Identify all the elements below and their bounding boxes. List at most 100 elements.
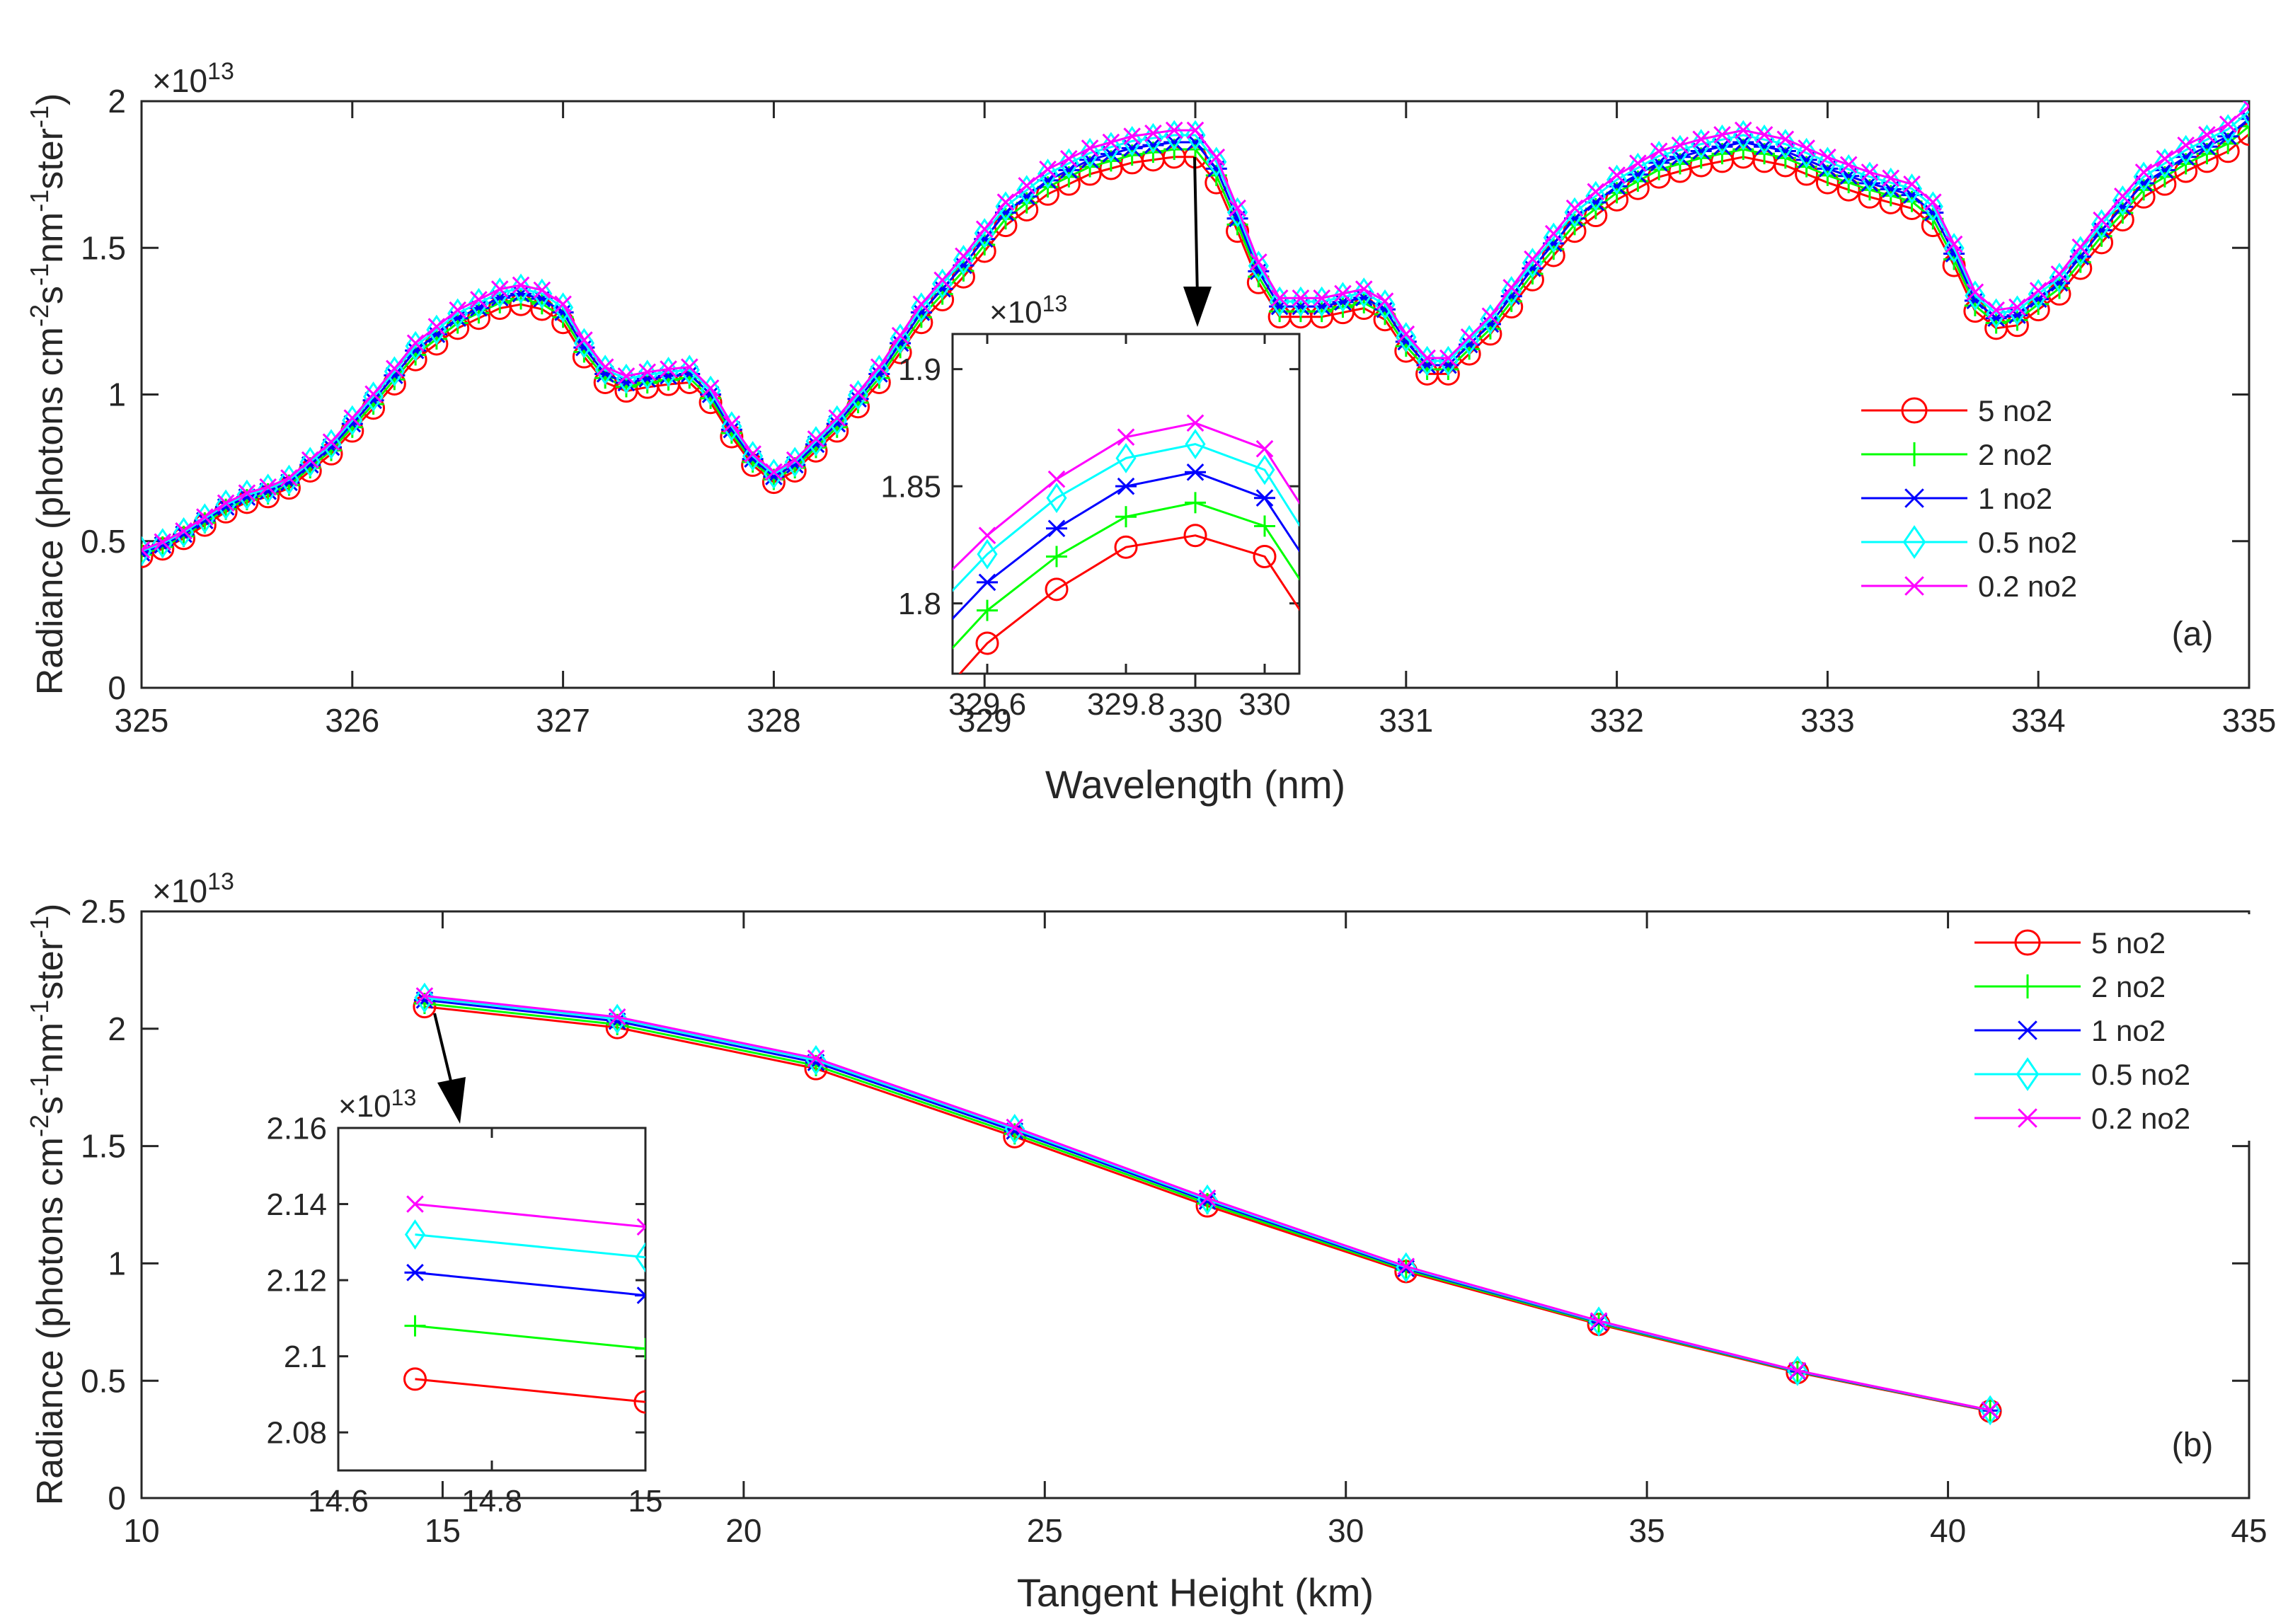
panel-a-point xyxy=(2050,265,2069,283)
panel-b-inset-series-1 xyxy=(403,1367,645,1414)
panel-a-point xyxy=(1775,129,1796,160)
panel-a-point xyxy=(1416,358,1438,380)
panel-a-inset-point xyxy=(977,599,998,621)
panel-a-x-tick-label: 326 xyxy=(325,702,379,739)
panel-a-y-tick-label: 2 xyxy=(108,83,126,120)
panel-a-point xyxy=(847,379,869,410)
panel-b-inset-x-tick-label: 15 xyxy=(628,1484,663,1519)
panel-b-x-ticks: 10 15 20 25 30 35 40 45 xyxy=(123,911,2267,1549)
panel-b-legend-marker xyxy=(2016,974,2040,998)
panel-a-x-tick-label: 327 xyxy=(536,702,590,739)
panel-a-point xyxy=(680,358,699,376)
panel-a-point xyxy=(2091,209,2112,240)
panel-a-x-tick-label: 328 xyxy=(747,702,801,739)
panel-a-inset-point xyxy=(1185,463,1206,481)
panel-a-point xyxy=(1544,224,1563,243)
panel-a-point xyxy=(700,375,721,406)
panel-a-point xyxy=(2114,187,2132,205)
panel-a-legend-box xyxy=(1847,382,2144,609)
panel-b-inset-series-2 xyxy=(404,1315,645,1359)
panel-a-point xyxy=(1269,301,1291,323)
panel-a-point xyxy=(1292,289,1310,307)
panel-a-point xyxy=(1585,180,1606,212)
panel-a-point xyxy=(1060,150,1078,168)
panel-a-inset-arrow xyxy=(1193,156,1199,298)
panel-b-point xyxy=(1589,1312,1608,1330)
panel-a-point xyxy=(701,379,720,397)
panel-b-legend-marker xyxy=(2016,1057,2040,1091)
panel-a-point xyxy=(1481,307,1500,326)
panel-a-point xyxy=(154,533,172,551)
panel-b-x-tick-label: 15 xyxy=(425,1512,461,1549)
panel-a-y-tick-label: 1 xyxy=(108,376,126,413)
panel-a-series xyxy=(142,101,2249,568)
panel-a-inset: 329.6 329.8 330 1.8 1.85 1.9 ×1013 xyxy=(880,291,1301,722)
panel-b-inset-series xyxy=(403,1195,645,1414)
panel-b-point xyxy=(1006,1118,1024,1136)
panel-a-point xyxy=(1796,137,1817,168)
panel-a-point xyxy=(468,302,490,324)
panel-a-point xyxy=(1437,345,1459,376)
panel-a-point xyxy=(2049,263,2070,293)
panel-b-x-axis-label: Tangent Height (km) xyxy=(1017,1570,1374,1615)
panel-b-point xyxy=(1981,1401,1999,1419)
panel-b-inset-series-5 xyxy=(406,1195,645,1236)
panel-a-point xyxy=(1479,318,1501,340)
panel-a-point xyxy=(827,405,848,436)
panel-b-y-tick-label: 1.5 xyxy=(81,1128,126,1165)
panel-a-legend-label: 5 no2 xyxy=(1978,394,2052,427)
panel-a-point xyxy=(805,426,827,456)
panel-a-point xyxy=(1671,136,1689,154)
panel-a-point xyxy=(2006,309,2028,331)
panel-a-inset-ticks: 329.6 329.8 330 1.8 1.85 1.9 xyxy=(880,334,1299,722)
panel-a-inset-point xyxy=(1253,544,1277,568)
panel-a-inset-point xyxy=(1254,515,1275,537)
panel-a-point xyxy=(1501,276,1522,306)
panel-b-y-tick-label: 0 xyxy=(108,1480,126,1516)
panel-a-point xyxy=(342,405,363,436)
panel-a-point xyxy=(1903,175,1921,193)
panel-a-point xyxy=(1859,161,1880,192)
panel-a-point xyxy=(1776,130,1795,149)
panel-a-point xyxy=(931,283,953,305)
panel-a-point xyxy=(742,441,764,471)
panel-a-point xyxy=(2112,185,2133,216)
panel-a-inset-point xyxy=(1117,428,1135,446)
panel-a-point xyxy=(723,415,741,433)
panel-a-x-tick-label: 331 xyxy=(1379,702,1433,739)
panel-a-point xyxy=(765,463,783,481)
panel-a-point xyxy=(1838,154,1859,185)
panel-b-x-tick-label: 20 xyxy=(725,1512,761,1549)
panel-b-inset-series-4 xyxy=(404,1219,645,1273)
panel-a-point xyxy=(890,323,911,355)
panel-b-inset-line-1 xyxy=(415,1378,645,1403)
panel-a: 325 326 327 328 329 330 331 332 333 334 335 0 0.5 1 1… xyxy=(25,58,2276,807)
panel-a-point xyxy=(405,330,426,362)
panel-a-x-tick-label: 332 xyxy=(1589,702,1644,739)
panel-b-point xyxy=(807,1049,825,1067)
panel-a-inset-x-tick-label: 329.8 xyxy=(1087,687,1165,722)
panel-a-inset-series-3 xyxy=(953,463,1299,621)
panel-a-point xyxy=(142,544,154,568)
panel-a-series-5 xyxy=(142,101,2249,559)
panel-a-inset-point xyxy=(977,573,998,592)
panel-b-point xyxy=(805,1044,827,1076)
panel-a-inset-point xyxy=(1255,439,1274,458)
panel-b-legend-item-4: 0.5 no2 xyxy=(1974,1057,2190,1091)
panel-a-point xyxy=(490,280,509,298)
panel-a-point xyxy=(2154,148,2175,179)
panel-a-point xyxy=(142,541,151,559)
panel-a-point xyxy=(510,273,531,304)
panel-a-point xyxy=(2029,282,2047,300)
panel-a-point xyxy=(554,295,572,313)
panel-a-point xyxy=(427,318,446,335)
panel-a-x-tick-label: 330 xyxy=(1168,702,1223,739)
panel-b-inset-line-3 xyxy=(415,1271,645,1297)
panel-a-inset-point xyxy=(1046,519,1067,538)
panel-a-inset-point xyxy=(1186,414,1205,432)
panel-a-x-tick-label: 334 xyxy=(2011,702,2066,739)
panel-a-point xyxy=(2134,163,2153,181)
panel-b-series xyxy=(413,982,2002,1426)
panel-a-inset-x-tick-label: 330 xyxy=(1238,687,1290,722)
panel-b-inset-point xyxy=(633,1390,645,1414)
